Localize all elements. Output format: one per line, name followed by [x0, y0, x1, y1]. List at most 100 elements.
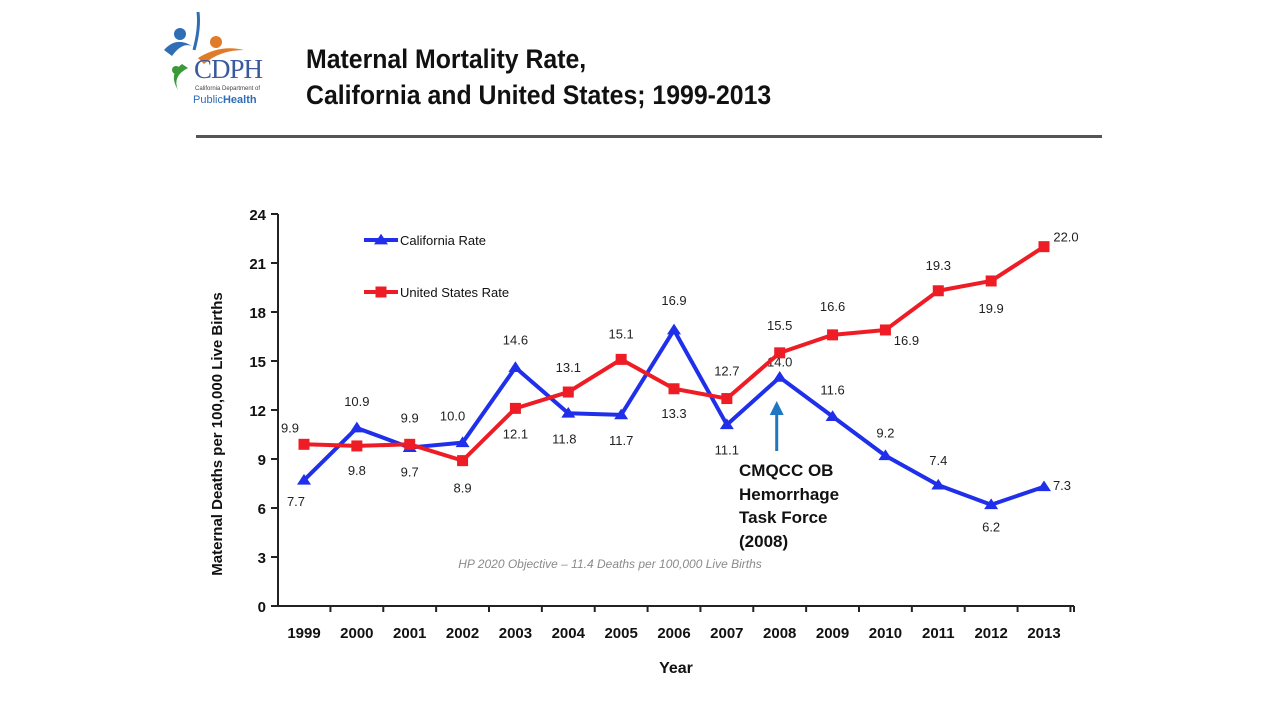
chart-axes: 0 3 6 9 12 15 18 21 24 1999 2000 2001 2002 2003 2004 20…: [249, 207, 1075, 642]
united-states-data-point: [827, 329, 839, 341]
united-states-data-point: [351, 440, 363, 452]
united-states-data-point: [404, 438, 416, 450]
united-states-data-point: [457, 455, 469, 467]
page-title: Maternal Mortality Rate, California and …: [306, 41, 771, 113]
people-figures-icon: [164, 11, 244, 90]
chart-legend: California Rate United States Rate: [364, 233, 509, 300]
united-states-data-point: [879, 324, 891, 336]
united-states-data-label: 15.1: [608, 326, 633, 341]
united-states-data-label: 19.9: [978, 301, 1003, 316]
united-states-data-label: 9.9: [281, 420, 299, 435]
united-states-data-point: [668, 383, 680, 395]
x-tick-label: 2013: [1027, 625, 1060, 642]
california-data-point: [931, 478, 946, 490]
y-tick-label: 3: [258, 550, 266, 567]
x-tick-label: 2005: [604, 625, 637, 642]
united-states-data-label: 15.5: [767, 318, 792, 333]
x-tick-label: 2003: [499, 625, 532, 642]
y-tick-label: 9: [258, 452, 266, 469]
x-tick-label: 2002: [446, 625, 479, 642]
legend-label: California Rate: [400, 233, 486, 248]
objective-note: HP 2020 Objective – 11.4 Deaths per 100,…: [458, 557, 762, 571]
x-tick-label: 1999: [287, 625, 320, 642]
california-data-point: [297, 473, 311, 485]
california-data-point: [772, 371, 787, 382]
united-states-data-label: 9.9: [401, 410, 419, 425]
california-data-point: [561, 406, 576, 418]
cdph-logo: CDPH California Department of PublicHeal…: [158, 6, 278, 110]
california-data-point: [825, 410, 840, 421]
legend-label: United States Rate: [400, 285, 509, 300]
united-states-data-label: 8.9: [454, 481, 472, 496]
united-states-data-point: [298, 438, 310, 450]
california-data-label: 11.1: [715, 443, 739, 458]
united-states-data-point: [721, 393, 733, 405]
logo-public-health: PublicHealth: [193, 94, 257, 106]
california-data-point: [984, 498, 999, 510]
california-data-label: 7.7: [287, 494, 305, 509]
title-line-2: California and United States; 1999-2013: [306, 80, 772, 110]
california-data-label: 6.2: [982, 520, 1000, 535]
california-data-point: [614, 408, 629, 420]
united-states-data-point: [1038, 241, 1050, 253]
california-data-point: [719, 418, 734, 430]
x-tick-label: 2004: [552, 625, 586, 642]
united-states-data-label: 16.6: [820, 299, 845, 314]
legend-square-marker: [375, 286, 387, 298]
california-data-label: 7.3: [1053, 478, 1071, 493]
logo-abbr: CDPH: [194, 54, 263, 84]
united-states-data-point: [932, 285, 944, 297]
united-states-data-label: 13.3: [661, 406, 686, 421]
title-line-1: Maternal Mortality Rate,: [306, 44, 587, 74]
united-states-data-point: [509, 402, 521, 414]
united-states-data-label: 13.1: [556, 360, 581, 375]
california-data-point: [508, 361, 523, 372]
california-data-point: [667, 323, 681, 335]
united-states-rate-line: [303, 244, 1046, 463]
y-tick-label: 24: [249, 207, 266, 224]
y-tick-label: 15: [249, 354, 266, 371]
x-tick-label: 2001: [393, 625, 426, 642]
annotation-text: CMQCC OB Hemorrhage Task Force (2008): [739, 461, 840, 551]
y-tick-label: 21: [249, 256, 266, 273]
california-data-label: 11.8: [552, 431, 576, 446]
california-data-label: 10.0: [440, 409, 465, 424]
logo-health: Health: [222, 94, 257, 106]
y-tick-label: 18: [249, 305, 266, 322]
united-states-data-label: 16.9: [894, 333, 919, 348]
united-states-data-label: 12.1: [503, 426, 528, 441]
united-states-data-point: [985, 275, 997, 287]
united-states-data-label: 9.8: [348, 463, 366, 478]
united-states-data-point: [774, 347, 786, 359]
california-data-point: [349, 421, 364, 433]
california-data-label: 14.6: [503, 333, 528, 348]
california-data-point: [878, 449, 893, 461]
y-tick-label: 6: [258, 501, 266, 518]
california-data-label: 9.7: [401, 465, 419, 480]
united-states-data-label: 19.3: [926, 258, 951, 273]
x-tick-label: 2000: [340, 625, 373, 642]
x-axis-label: Year: [659, 660, 693, 677]
united-states-data-label: 22.0: [1053, 230, 1078, 245]
y-axis-label: Maternal Deaths per 100,000 Live Births: [209, 292, 226, 575]
x-tick-label: 2006: [657, 625, 690, 642]
x-tick-label: 2009: [816, 625, 849, 642]
x-tick-label: 2010: [869, 625, 902, 642]
california-data-label: 9.2: [876, 426, 894, 441]
california-data-label: 7.4: [929, 453, 947, 468]
title-divider: [196, 135, 1102, 138]
y-tick-label: 0: [258, 599, 266, 616]
legend-triangle-marker: [374, 233, 388, 245]
y-tick-label: 12: [249, 403, 266, 420]
united-states-data-label: 12.7: [714, 364, 739, 379]
california-data-point: [455, 436, 470, 448]
x-tick-label: 2007: [710, 625, 743, 642]
united-states-data-point: [615, 353, 627, 365]
logo-dept-line: California Department of: [195, 86, 261, 92]
california-data-label: 11.6: [820, 383, 844, 398]
california-data-label: 10.9: [344, 394, 369, 409]
california-data-label: 11.7: [609, 433, 633, 448]
chart-marks: 7.710.99.710.014.611.8 11.716.911.114.011…: [281, 230, 1079, 535]
